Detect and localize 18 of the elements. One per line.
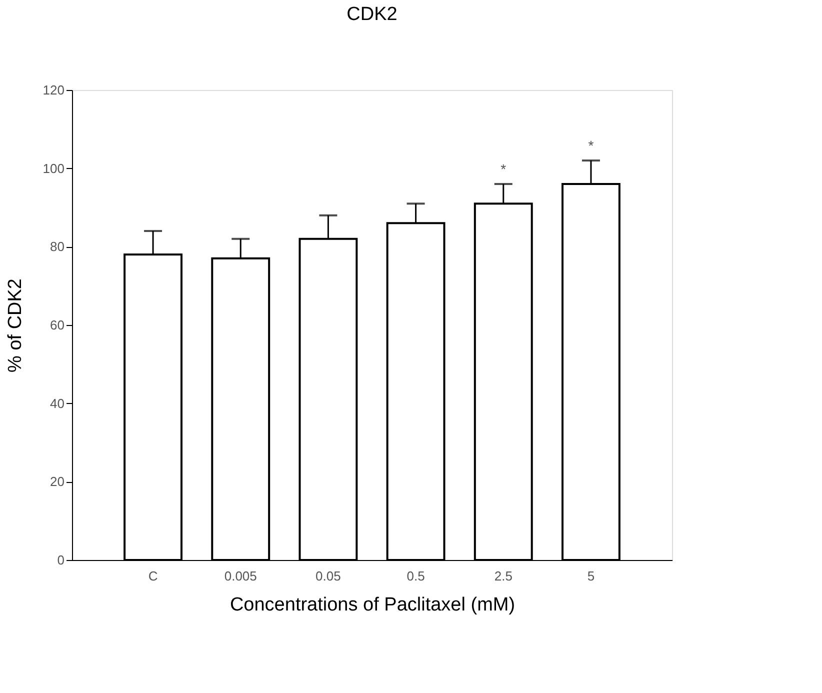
y-tick-label: 0 xyxy=(57,552,64,568)
x-tick-label: 5 xyxy=(587,568,595,584)
chart-title: CDK2 xyxy=(346,4,398,25)
y-tick-label: 20 xyxy=(50,474,64,490)
annotation: * xyxy=(500,161,507,177)
y-tick-label: 120 xyxy=(42,82,64,98)
annotation: * xyxy=(588,138,594,154)
x-tick-label: 0.05 xyxy=(316,568,341,584)
y-tick-label: 40 xyxy=(50,396,64,411)
y-axis-title: % of CDK2 xyxy=(4,278,26,372)
y-tick-label: 60 xyxy=(50,318,64,332)
y-tick-label: 100 xyxy=(42,160,64,176)
y-tick-label: 80 xyxy=(50,239,64,254)
x-tick-label: 2.5 xyxy=(494,568,512,584)
x-axis-title: Concentrations of Paclitaxel (mM) xyxy=(230,594,516,616)
x-tick-label: 0.5 xyxy=(406,568,425,584)
x-tick-label: 0.005 xyxy=(224,568,257,584)
x-tick-label: C xyxy=(148,568,158,584)
